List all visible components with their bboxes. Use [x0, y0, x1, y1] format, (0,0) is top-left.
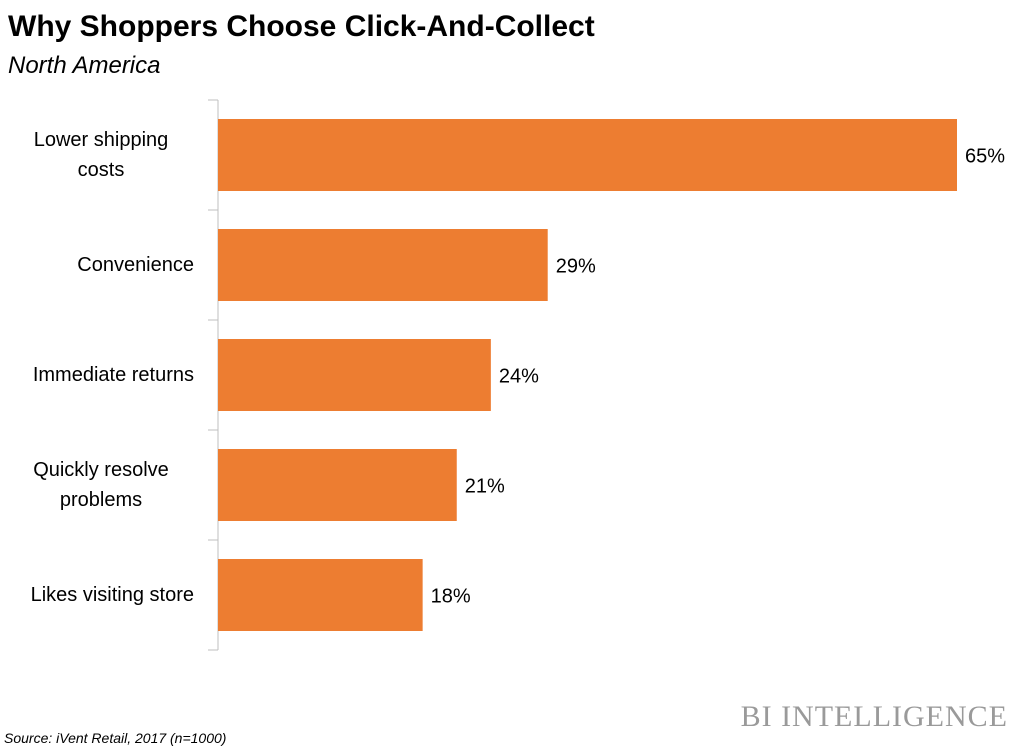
logo: BI INTELLIGENCE: [740, 700, 1008, 733]
category-label-box: Quickly resolve problems: [8, 430, 194, 540]
category-label-box: Lower shipping costs: [8, 100, 194, 210]
bar: [218, 449, 457, 521]
category-label: Likes visiting store: [30, 584, 194, 606]
value-label: 24%: [499, 365, 539, 387]
category-label: Quickly resolve problems: [33, 459, 169, 511]
category-label-box: Convenience: [77, 210, 194, 320]
category-label-box: Immediate returns: [33, 320, 194, 430]
category-label: Lower shipping costs: [33, 129, 169, 181]
bar: [218, 119, 957, 191]
bar: [218, 559, 423, 631]
value-label: 18%: [431, 585, 471, 607]
chart-title: Why Shoppers Choose Click-And-Collect: [8, 10, 595, 43]
category-label: Immediate returns: [32, 364, 194, 386]
bar: [218, 339, 491, 411]
bar: [218, 229, 548, 301]
value-label: 21%: [465, 475, 505, 497]
category-label: Convenience: [77, 254, 194, 276]
source: Source: iVent Retail, 2017 (n=1000): [4, 730, 227, 746]
chart-subtitle: North America: [8, 52, 161, 79]
category-label-box: Likes visiting store: [31, 540, 194, 650]
value-label: 29%: [556, 255, 596, 277]
value-label: 65%: [965, 145, 1005, 167]
chart: 65% 29% 24% 21% 18%: [208, 99, 1005, 651]
